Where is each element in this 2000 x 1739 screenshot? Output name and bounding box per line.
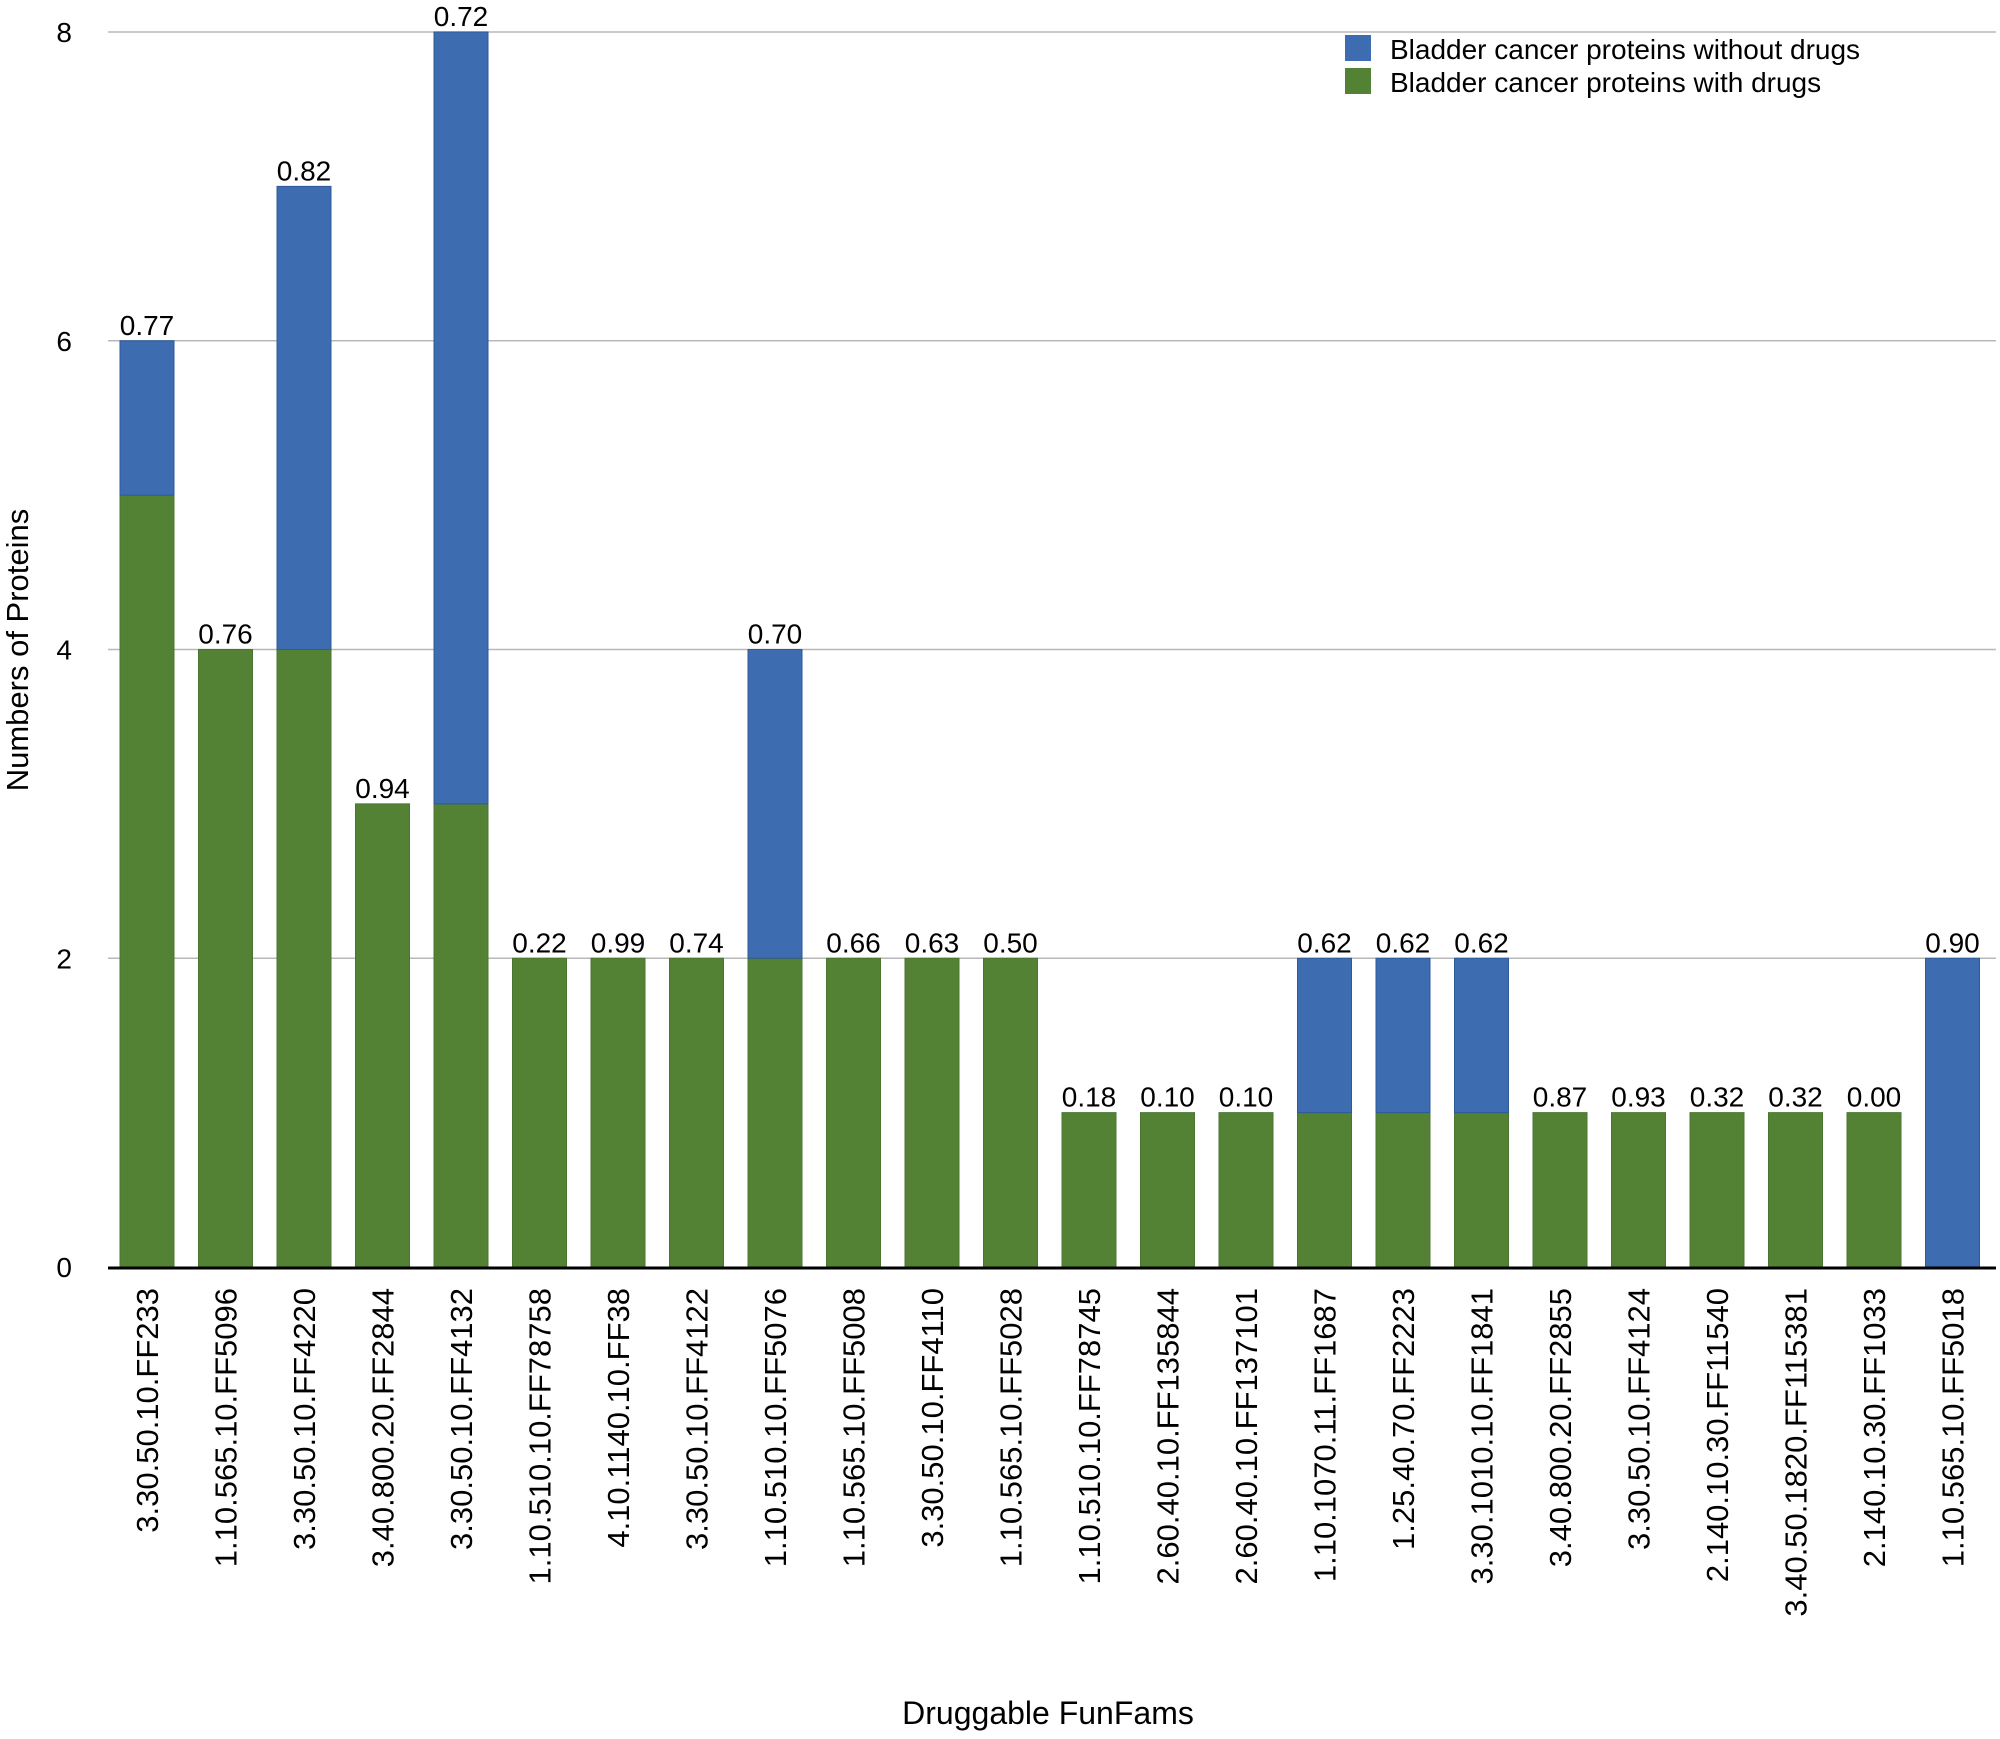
data-label: 0.90: [1925, 927, 1980, 958]
x-tick-label: 1.10.565.10.FF5018: [1936, 1288, 1971, 1567]
x-tick-label: 1.10.565.10.FF5008: [837, 1288, 872, 1567]
y-tick-label: 8: [56, 17, 72, 48]
bar-without-drugs: [433, 31, 489, 805]
x-tick-label: 3.30.50.10.FF233: [130, 1288, 165, 1533]
bar-without-drugs: [1454, 957, 1509, 1114]
bar-with-drugs: [198, 649, 253, 1268]
x-tick-label: 3.30.50.10.FF4122: [680, 1288, 715, 1550]
data-label: 0.94: [355, 773, 410, 804]
data-label: 0.18: [1062, 1082, 1117, 1113]
data-label: 0.32: [1690, 1082, 1745, 1113]
bar-with-drugs: [433, 803, 489, 1268]
data-label: 0.77: [120, 310, 175, 341]
bar-with-drugs: [1140, 1112, 1195, 1268]
legend-label-without-drugs: Bladder cancer proteins without drugs: [1390, 34, 1860, 65]
x-tick-label: 1.10.510.10.FF5076: [758, 1288, 793, 1567]
bar-with-drugs: [1297, 1112, 1352, 1268]
x-tick-label: 1.25.40.70.FF2223: [1386, 1288, 1421, 1550]
x-tick-label: 3.30.50.10.FF4124: [1622, 1288, 1657, 1550]
x-tick-label: 1.10.1070.11.FF1687: [1308, 1288, 1343, 1582]
bar-with-drugs: [1375, 1112, 1431, 1268]
bar-without-drugs: [1297, 957, 1352, 1114]
bar-with-drugs: [276, 649, 332, 1268]
bar-without-drugs: [276, 185, 332, 650]
x-tick-label: 1.10.565.10.FF5028: [994, 1288, 1029, 1567]
data-label: 0.74: [669, 927, 724, 958]
data-label: 0.10: [1140, 1082, 1195, 1113]
gridlines: [108, 31, 1996, 959]
data-label: 0.87: [1533, 1082, 1588, 1113]
bar-without-drugs: [1925, 957, 1980, 1268]
data-label: 0.22: [512, 927, 567, 958]
data-label: 0.00: [1847, 1082, 1902, 1113]
legend-label-with-drugs: Bladder cancer proteins with drugs: [1390, 67, 1821, 98]
bar-without-drugs: [1375, 957, 1431, 1114]
y-axis-title: Numbers of Proteins: [0, 509, 35, 792]
y-tick-label: 4: [56, 635, 72, 666]
data-label: 0.99: [591, 927, 646, 958]
x-tick-label: 3.40.50.1820.FF115381: [1779, 1288, 1814, 1617]
bar-without-drugs: [119, 340, 175, 496]
data-label: 0.32: [1768, 1082, 1823, 1113]
data-label: 0.50: [983, 927, 1038, 958]
x-tick-label: 1.10.510.10.FF78758: [523, 1288, 558, 1584]
x-tick-label: 3.30.50.10.FF4220: [287, 1288, 322, 1550]
data-label: 0.72: [434, 1, 489, 32]
bars: [119, 31, 1980, 1268]
data-label: 0.62: [1297, 927, 1352, 958]
bar-with-drugs: [1846, 1112, 1902, 1268]
data-labels: 0.77 0.76 0.82 0.94 0.72 0.22 0.99 0.74 0.70 0.66…: [120, 1, 1980, 1113]
bar-with-drugs: [904, 957, 960, 1268]
data-label: 0.82: [277, 155, 332, 186]
bar-with-drugs: [826, 957, 881, 1268]
bar-with-drugs: [1454, 1112, 1509, 1268]
y-tick-label: 2: [56, 943, 72, 974]
bar-with-drugs: [669, 957, 724, 1268]
bar-with-drugs: [1218, 1112, 1274, 1268]
data-label: 0.10: [1219, 1082, 1274, 1113]
data-label: 0.63: [905, 927, 960, 958]
bar-with-drugs: [1532, 1112, 1588, 1268]
x-tick-label: 2.60.40.10.FF137101: [1229, 1288, 1264, 1584]
bar-without-drugs: [747, 649, 803, 959]
x-tick-label: 2.60.40.10.FF135844: [1151, 1288, 1186, 1584]
x-tick-label: 1.10.510.10.FF78745: [1072, 1288, 1107, 1584]
x-axis-title: Druggable FunFams: [902, 1695, 1194, 1731]
data-label: 0.76: [198, 619, 253, 650]
bar-with-drugs: [1061, 1112, 1117, 1268]
x-tick-label: 3.30.50.10.FF4110: [915, 1288, 950, 1548]
legend-swatch-with-drugs: [1345, 68, 1371, 94]
data-label: 0.66: [826, 927, 881, 958]
x-tick-label: 1.10.565.10.FF5096: [209, 1288, 244, 1567]
x-tick-label: 3.40.800.20.FF2855: [1543, 1288, 1578, 1567]
bar-with-drugs: [1768, 1112, 1823, 1268]
bar-with-drugs: [590, 957, 646, 1268]
bar-with-drugs: [119, 494, 175, 1268]
x-tick-labels: 3.30.50.10.FF233 1.10.565.10.FF5096 3.30.5…: [130, 1288, 1971, 1617]
bar-with-drugs: [1689, 1112, 1745, 1268]
data-label: 0.93: [1611, 1082, 1666, 1113]
legend: Bladder cancer proteins without drugs Bl…: [1345, 34, 1860, 98]
y-tick-labels: 0 2 4 6 8: [56, 17, 72, 1283]
x-tick-label: 2.140.10.30.FF1033: [1857, 1288, 1892, 1567]
bar-with-drugs: [983, 957, 1038, 1268]
legend-swatch-without-drugs: [1345, 35, 1371, 61]
data-label: 0.62: [1376, 927, 1431, 958]
data-label: 0.62: [1454, 927, 1509, 958]
data-label: 0.70: [748, 619, 803, 650]
bar-with-drugs: [355, 803, 410, 1268]
y-tick-label: 6: [56, 326, 72, 357]
bar-with-drugs: [747, 957, 803, 1268]
bar-with-drugs: [1611, 1112, 1666, 1268]
x-tick-label: 2.140.10.30.FF11540: [1700, 1288, 1735, 1582]
x-tick-label: 4.10.1140.10.FF38: [601, 1288, 636, 1548]
x-tick-label: 3.30.50.10.FF4132: [444, 1288, 479, 1550]
y-tick-label: 0: [56, 1252, 72, 1283]
bar-with-drugs: [512, 957, 567, 1268]
x-tick-label: 3.30.1010.10.FF1841: [1465, 1288, 1500, 1584]
x-tick-label: 3.40.800.20.FF2844: [366, 1288, 401, 1567]
